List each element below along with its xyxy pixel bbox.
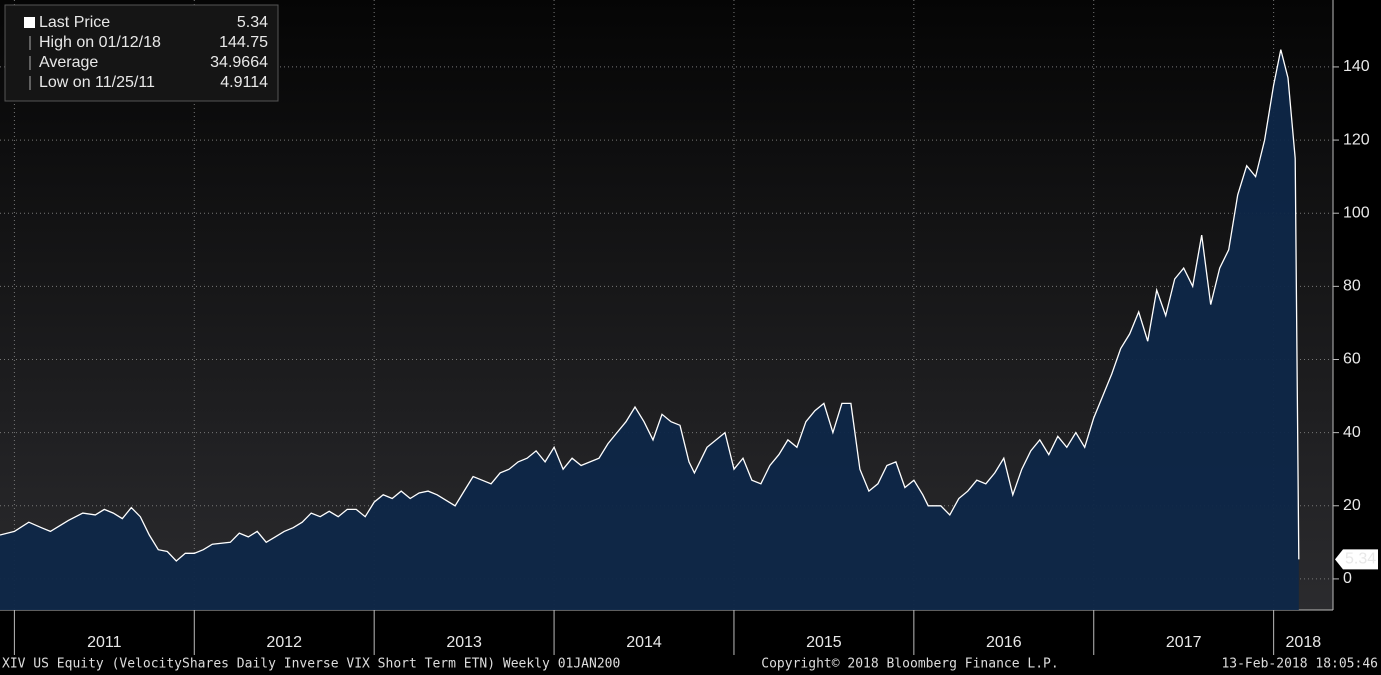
footer-left: XIV US Equity (VelocityShares Daily Inve… <box>2 657 620 672</box>
area <box>0 49 1299 611</box>
y-tick-label: 120 <box>1343 131 1370 148</box>
last-price-tag <box>1335 549 1378 570</box>
x-tick-label: 2018 <box>1286 634 1322 651</box>
y-tick-label: 0 <box>1343 570 1352 587</box>
line <box>0 49 1300 562</box>
legend-swatch <box>24 17 35 28</box>
legend-value: 5.34 <box>237 14 268 31</box>
x-tick-label: 2016 <box>986 634 1022 651</box>
legend-label: Low on 11/25/11 <box>39 74 155 91</box>
x-tick-label: 2014 <box>626 634 662 651</box>
y-tick-label: 60 <box>1343 351 1361 368</box>
footer-center: Copyright© 2018 Bloomberg Finance L.P. <box>761 657 1058 672</box>
last-price-label: 5.34 <box>1345 551 1376 568</box>
footer-right: 13-Feb-2018 18:05:46 <box>1221 657 1378 672</box>
y-tick-label: 40 <box>1343 424 1361 441</box>
legend-label: High on 01/12/18 <box>39 34 161 51</box>
legend-box <box>4 4 279 102</box>
x-tick-label: 2011 <box>87 634 122 651</box>
y-tick-label: 20 <box>1343 497 1361 514</box>
x-tick-label: 2015 <box>806 634 842 651</box>
y-tick-label: 80 <box>1343 278 1361 295</box>
legend-value: 4.9114 <box>220 74 268 91</box>
x-tick-label: 2012 <box>266 634 302 651</box>
y-tick-label: 100 <box>1343 204 1370 221</box>
legend-value: 34.9664 <box>210 54 268 71</box>
x-tick-label: 2013 <box>446 634 482 651</box>
legend-label: Average <box>39 54 98 71</box>
legend-value: 144.75 <box>219 34 268 51</box>
x-tick-label: 2017 <box>1166 634 1202 651</box>
legend-label: Last Price <box>39 14 110 31</box>
y-tick-label: 140 <box>1343 58 1370 75</box>
